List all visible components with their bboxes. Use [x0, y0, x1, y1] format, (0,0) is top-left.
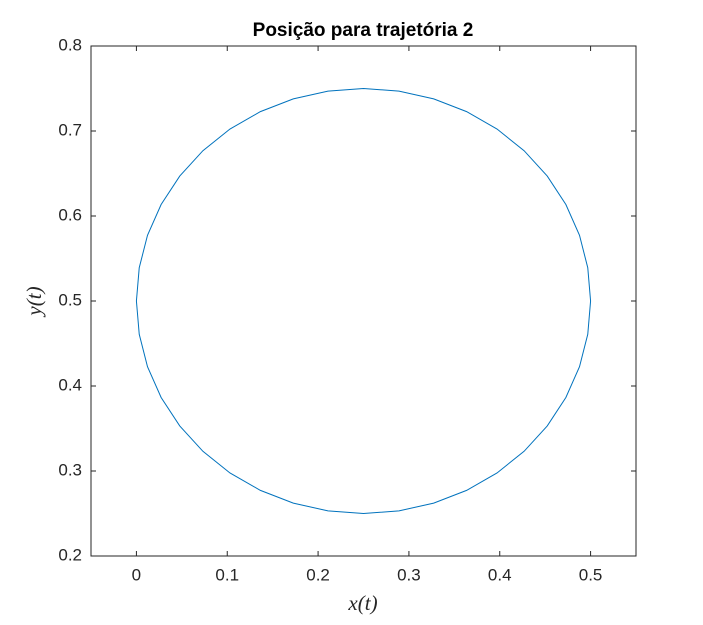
y-tick-label: 0.7: [58, 120, 82, 139]
y-tick-label: 0.8: [58, 35, 82, 54]
x-tick-label: 0.4: [488, 565, 512, 584]
x-tick-label: 0.1: [215, 565, 239, 584]
x-tick-label: 0.3: [397, 565, 421, 584]
x-tick-label: 0: [132, 565, 141, 584]
y-tick-label: 0.6: [58, 205, 82, 224]
y-tick-label: 0.5: [58, 290, 82, 309]
plot-box: [90, 45, 637, 557]
y-axis-label: y(t): [22, 286, 46, 317]
x-tick-label: 0.2: [306, 565, 330, 584]
y-tick-label: 0.2: [58, 545, 82, 564]
y-tick-label: 0.3: [58, 460, 82, 479]
x-tick-label: 0.5: [579, 565, 603, 584]
chart-title: Posição para trajetória 2: [253, 20, 474, 41]
data-line: [135, 87, 592, 515]
y-tick-label: 0.4: [58, 375, 82, 394]
x-axis-label: x(t): [347, 591, 377, 615]
